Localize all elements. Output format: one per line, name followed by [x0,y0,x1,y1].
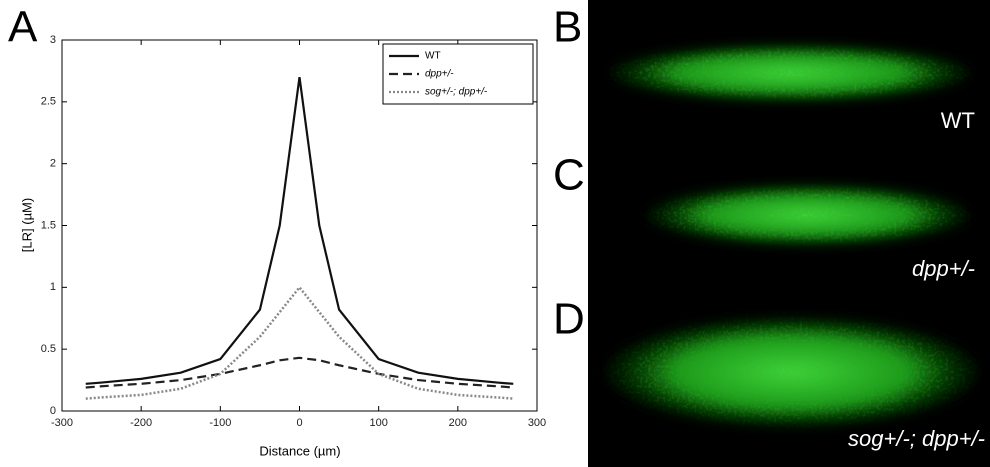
series-line [85,356,514,389]
y-tick-label: 1.5 [41,219,56,231]
x-tick-label: 100 [369,417,387,429]
x-axis-label: Distance (µm) [259,443,340,458]
y-axis-label: [LR] (µM) [19,198,34,252]
x-tick-label: -300 [51,417,73,429]
y-tick-label: 1 [50,281,56,293]
legend-label: sog+/-; dpp+/- [425,87,488,98]
legend-label: WT [425,51,441,62]
panel-caption: dpp+/- [912,256,975,281]
y-tick-label: 2.5 [41,96,56,108]
panel-label: A [8,3,38,52]
x-tick-label: 0 [296,417,302,429]
x-tick-label: 300 [528,417,546,429]
panel-label: C [553,151,585,200]
y-tick-label: 0 [50,405,56,417]
x-tick-label: 200 [449,417,467,429]
x-tick-label: -100 [209,417,231,429]
embryo-stripe [597,314,987,430]
panel-caption: WT [941,108,975,133]
panel-caption: sog+/-; dpp+/- [848,426,985,451]
panel-label: B [553,3,582,52]
y-tick-label: 0.5 [41,343,56,355]
y-tick-label: 3 [50,34,56,46]
embryo-stripe [638,183,978,247]
y-tick-label: 2 [50,158,56,170]
series-line [85,285,514,400]
x-tick-label: -200 [130,417,152,429]
panel-label: D [553,295,585,344]
embryo-stripe [600,43,980,103]
legend-label: dpp+/- [425,69,454,80]
series-line [85,76,514,385]
